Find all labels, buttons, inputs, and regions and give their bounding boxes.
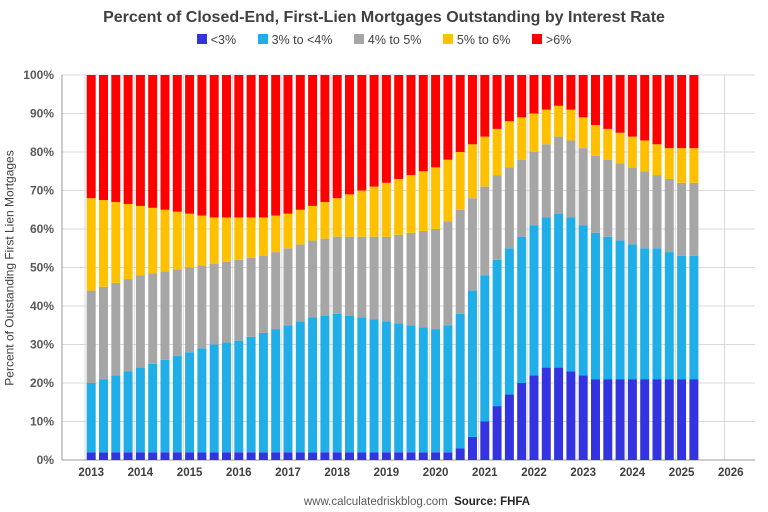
svg-text:90%: 90%: [30, 107, 54, 121]
svg-text:20%: 20%: [30, 376, 54, 390]
svg-text:10%: 10%: [30, 415, 54, 429]
svg-text:2019: 2019: [374, 467, 400, 479]
svg-text:2024: 2024: [620, 467, 646, 479]
svg-text:40%: 40%: [30, 299, 54, 313]
svg-text:2023: 2023: [570, 467, 596, 479]
svg-text:60%: 60%: [30, 222, 54, 236]
svg-text:80%: 80%: [30, 145, 54, 159]
svg-text:2021: 2021: [472, 467, 498, 479]
svg-text:2014: 2014: [128, 467, 154, 479]
svg-text:2022: 2022: [521, 467, 547, 479]
svg-text:2016: 2016: [226, 467, 252, 479]
svg-text:2015: 2015: [177, 467, 203, 479]
svg-text:2025: 2025: [669, 467, 695, 479]
svg-text:2020: 2020: [423, 467, 449, 479]
svg-text:0%: 0%: [37, 453, 55, 467]
svg-text:2017: 2017: [275, 467, 301, 479]
svg-text:2013: 2013: [78, 467, 104, 479]
svg-text:2018: 2018: [324, 467, 350, 479]
svg-text:30%: 30%: [30, 338, 54, 352]
svg-text:50%: 50%: [30, 261, 54, 275]
svg-text:100%: 100%: [23, 68, 54, 82]
svg-text:70%: 70%: [30, 184, 54, 198]
svg-text:2026: 2026: [718, 467, 744, 479]
